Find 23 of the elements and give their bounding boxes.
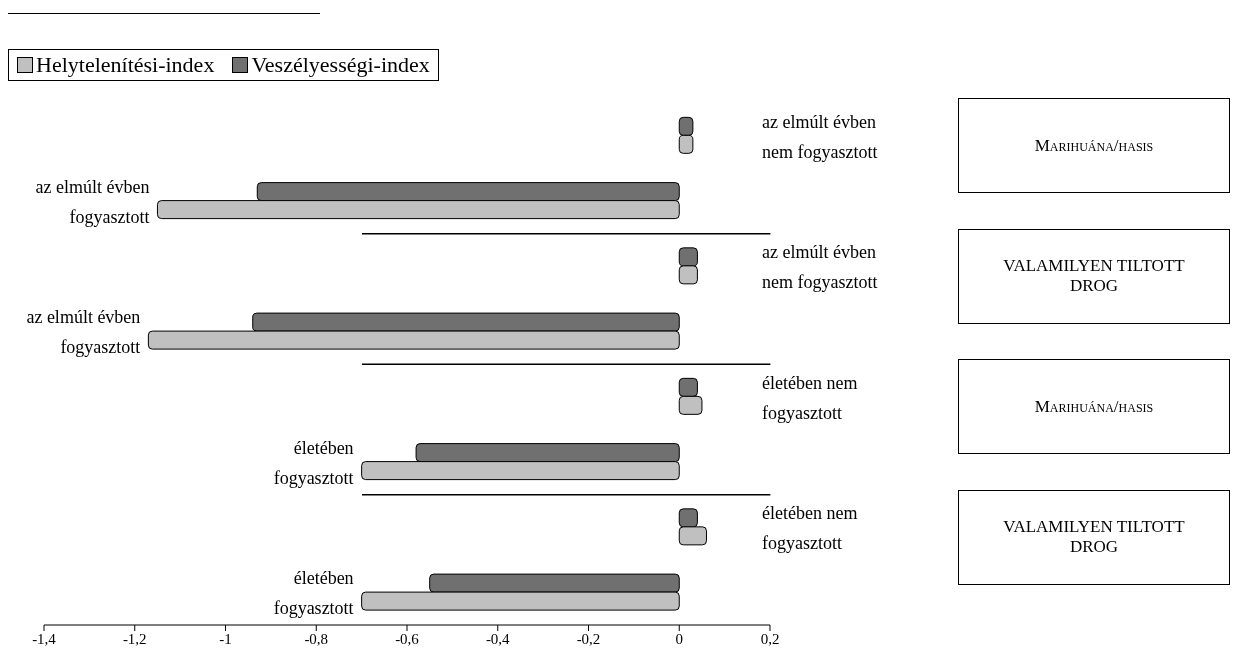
text: Marihuána/hasis bbox=[1034, 135, 1154, 156]
y-tick-label: az elmúlt évben nem fogyasztott bbox=[762, 242, 878, 293]
y-tick-label: az elmúlt évben fogyasztott bbox=[26, 307, 141, 358]
text: Marihuána/hasis bbox=[1034, 396, 1154, 417]
x-tick-label: 0 bbox=[675, 630, 683, 647]
y-tick-label: az elmúlt évben fogyasztott bbox=[35, 176, 150, 227]
legend-label: Helytelenítési-index bbox=[35, 52, 215, 78]
x-tick-label: -0,2 bbox=[576, 630, 601, 647]
x-tick-label: -1 bbox=[219, 630, 232, 647]
x-tick-label: -0,6 bbox=[395, 630, 420, 647]
x-tick-label: -1,2 bbox=[122, 630, 147, 647]
y-tick-label: életében nem fogyasztott bbox=[762, 372, 858, 423]
x-tick-label: -0,4 bbox=[485, 630, 511, 647]
legend-label: Veszélyességi-index bbox=[250, 52, 430, 78]
y-tick-label: életében nem fogyasztott bbox=[762, 503, 858, 554]
x-tick-label: -0,8 bbox=[304, 630, 329, 647]
text: VALAMILYEN TILTOTT DROG bbox=[1002, 256, 1186, 296]
y-tick-label: az elmúlt évben nem fogyasztott bbox=[762, 111, 878, 162]
x-tick-label: -1,4 bbox=[32, 630, 57, 647]
text: VALAMILYEN TILTOTT DROG bbox=[1002, 517, 1186, 557]
y-tick-label: életében fogyasztott bbox=[273, 437, 354, 488]
y-tick-label: életében fogyasztott bbox=[273, 568, 354, 619]
x-tick-label: 0,2 bbox=[760, 630, 780, 647]
